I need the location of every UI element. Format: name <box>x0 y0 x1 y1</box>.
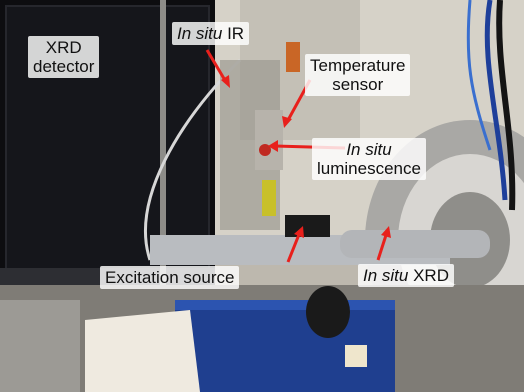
label-temperature-sensor-line1: Temperature <box>310 56 406 75</box>
arrow-xrd-head <box>381 226 391 238</box>
label-xrd-detector-line1: XRD <box>45 38 82 57</box>
yellow-mount <box>262 180 276 216</box>
label-in-situ-xrd-rest: XRD <box>408 266 449 285</box>
sample-spot <box>259 144 271 156</box>
vertical-pole <box>160 0 166 360</box>
arrow-excitation-head <box>294 226 304 238</box>
white-tag <box>345 345 367 367</box>
arrow-luminescence-head <box>268 140 278 152</box>
label-temperature-sensor: Temperature sensor <box>305 54 411 96</box>
lens-port <box>306 286 350 338</box>
white-cloth <box>85 310 200 392</box>
label-xrd-detector-line2: detector <box>33 57 95 76</box>
arrow-ir <box>205 49 228 83</box>
xrd-beam-tube <box>340 230 490 258</box>
label-in-situ-xrd: In situ XRD <box>358 264 454 287</box>
label-in-situ-ir-rest: IR <box>222 24 245 43</box>
label-excitation-source: Excitation source <box>100 266 240 289</box>
label-in-situ-ir-italic: In situ <box>177 24 223 43</box>
sample-holder <box>255 110 283 170</box>
label-in-situ-luminescence-line2: luminescence <box>317 159 421 178</box>
arrow-xrd <box>376 231 389 261</box>
ir-fiber-cable <box>144 58 242 261</box>
arrow-ir-head <box>221 75 230 88</box>
label-xrd-detector: XRD detector <box>28 36 100 78</box>
arrow-excitation <box>286 231 302 263</box>
label-in-situ-xrd-italic: In situ <box>363 266 409 285</box>
excitation-laser-head <box>285 215 330 237</box>
label-temperature-sensor-line2: sensor <box>332 75 384 94</box>
arrow-temperature-head <box>282 116 292 128</box>
label-in-situ-luminescence-italic: In situ <box>346 140 392 159</box>
left-fixture <box>0 300 80 392</box>
temperature-probe <box>286 42 300 72</box>
label-in-situ-ir: In situ IR <box>172 22 250 45</box>
label-in-situ-luminescence: In situ luminescence <box>312 138 426 180</box>
